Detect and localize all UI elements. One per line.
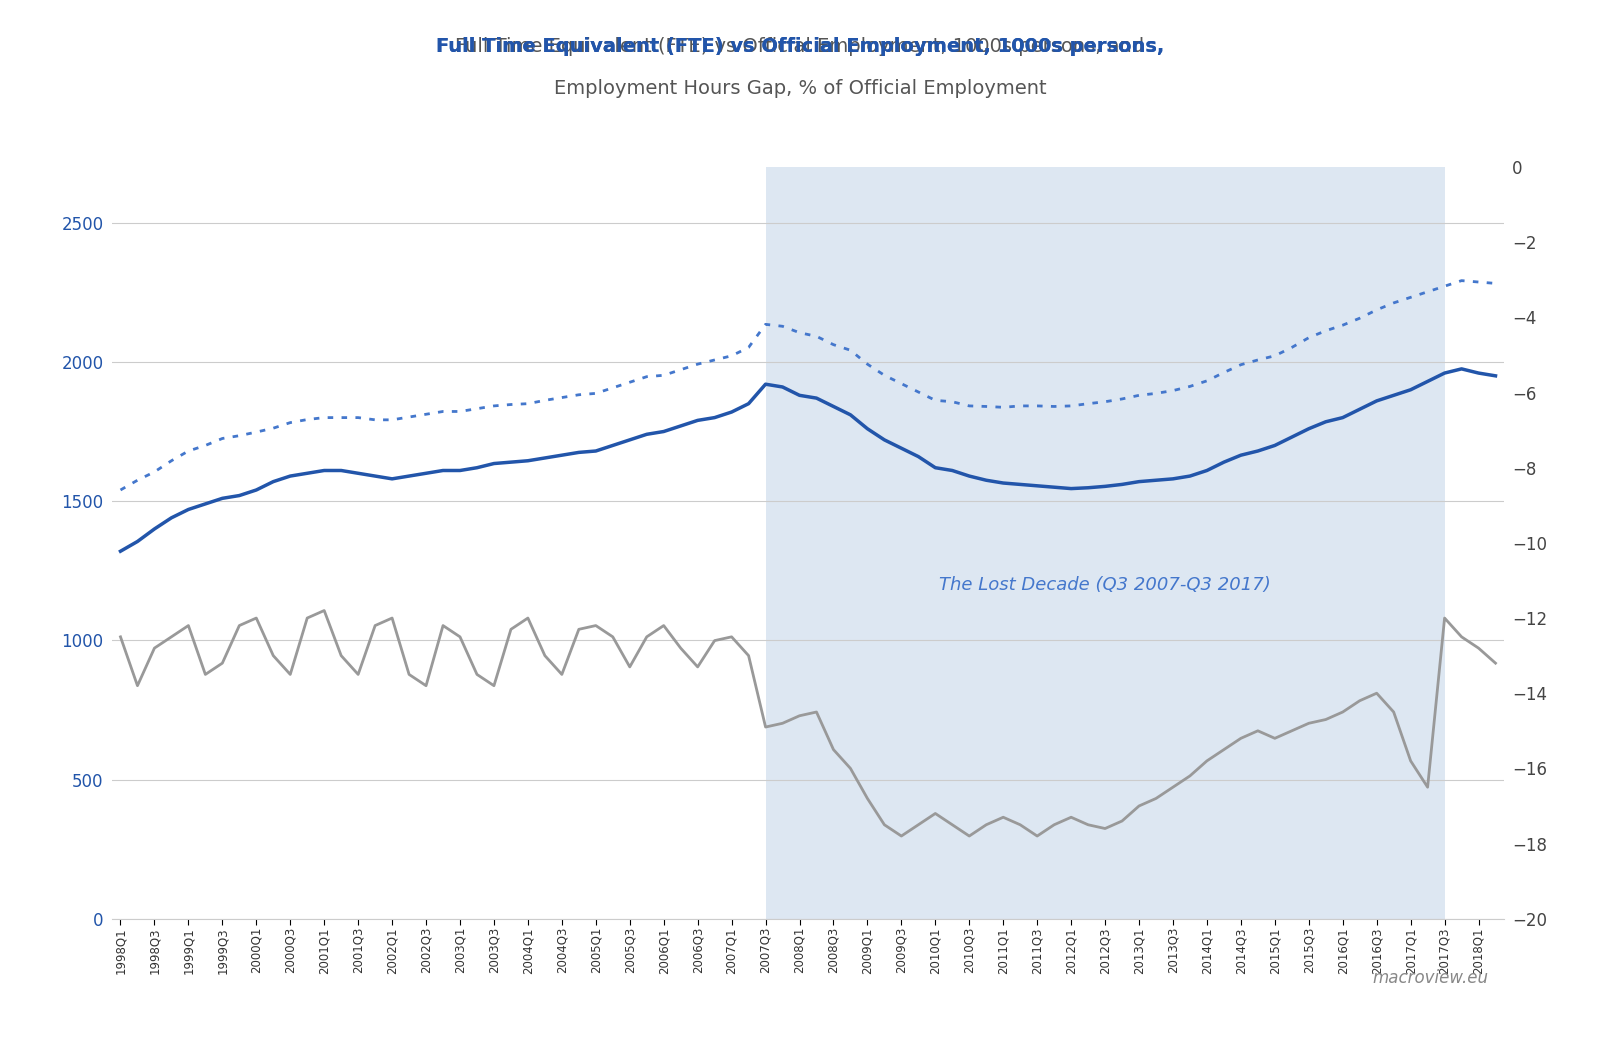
Text: Full Time Equivalent (FTE) vs Official Employment, 1000s persons, and: Full Time Equivalent (FTE) vs Official E… (456, 38, 1144, 56)
Text: macroview.eu: macroview.eu (1373, 969, 1488, 987)
Text: The Lost Decade (Q3 2007-Q3 2017): The Lost Decade (Q3 2007-Q3 2017) (939, 575, 1270, 594)
Text: Employment Hours Gap, % of Official Employment: Employment Hours Gap, % of Official Empl… (554, 79, 1046, 98)
Text: Full Time Equivalent (FTE) vs Official Employment, 1000s persons,: Full Time Equivalent (FTE) vs Official E… (435, 38, 1165, 56)
Bar (765, 167, 1445, 919)
Text: Full Time Equivalent (FTE) vs Official Employment, 1000s persons,: Full Time Equivalent (FTE) vs Official E… (435, 38, 1165, 56)
